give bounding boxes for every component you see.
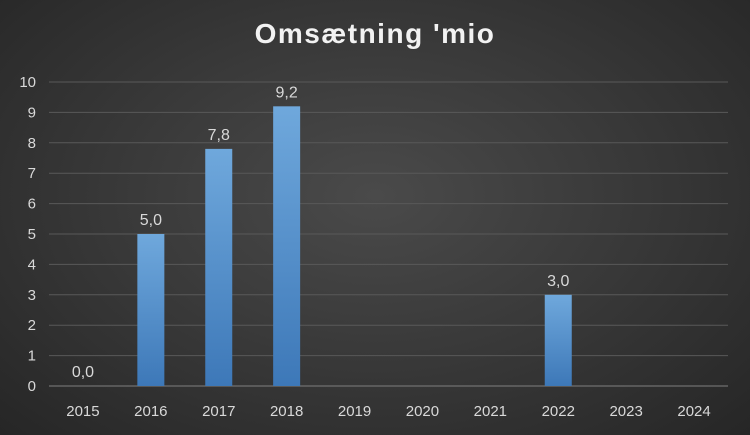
x-tick-label: 2017 <box>202 403 235 420</box>
y-tick-label: 2 <box>28 317 36 334</box>
data-label: 9,2 <box>276 84 298 101</box>
x-tick-label: 2019 <box>338 403 371 420</box>
x-tick-label: 2021 <box>474 403 507 420</box>
x-tick-label: 2024 <box>677 403 710 420</box>
x-tick-label: 2022 <box>542 403 575 420</box>
data-label: 0,0 <box>72 364 94 381</box>
y-tick-label: 10 <box>19 74 36 91</box>
x-tick-label: 2016 <box>134 403 167 420</box>
bar <box>544 294 572 386</box>
y-tick-label: 3 <box>28 287 36 304</box>
bar <box>273 106 301 386</box>
y-tick-label: 4 <box>28 256 36 273</box>
y-tick-label: 0 <box>28 378 36 395</box>
y-tick-label: 8 <box>28 135 36 152</box>
bar <box>137 234 165 386</box>
x-tick-label: 2015 <box>66 403 99 420</box>
y-tick-label: 7 <box>28 165 36 182</box>
x-tick-label: 2020 <box>406 403 439 420</box>
data-label: 5,0 <box>140 212 162 229</box>
bar <box>205 148 233 386</box>
y-tick-label: 6 <box>28 196 36 213</box>
y-tick-label: 9 <box>28 104 36 121</box>
x-tick-label: 2023 <box>609 403 642 420</box>
chart-title: Omsætning 'mio <box>254 18 496 49</box>
x-tick-label: 2018 <box>270 403 303 420</box>
y-tick-label: 1 <box>28 348 36 365</box>
data-label: 3,0 <box>547 273 569 290</box>
y-tick-label: 5 <box>28 226 36 243</box>
data-label: 7,8 <box>208 127 230 144</box>
